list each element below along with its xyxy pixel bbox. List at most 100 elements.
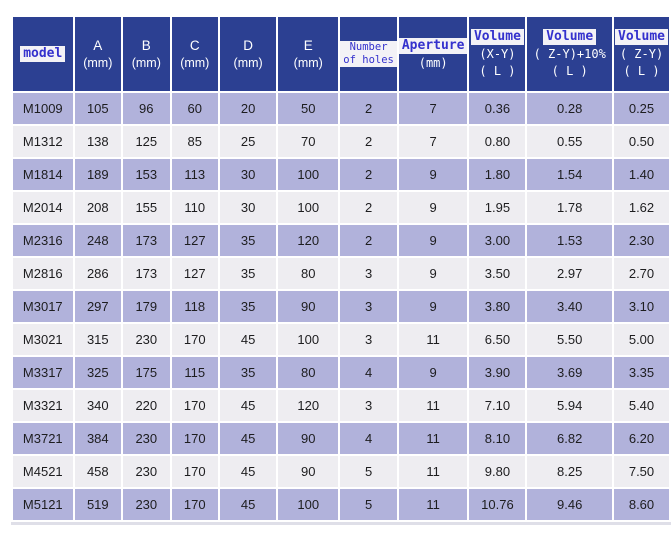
model-cell: M2014 — [13, 192, 73, 223]
value-cell: 3.90 — [469, 357, 526, 388]
table-row: M1009 105 96 60 20 50 2 7 0.36 0.28 0.25 — [13, 93, 669, 124]
model-cell: M2816 — [13, 258, 73, 289]
value-cell: 113 — [171, 159, 219, 190]
value-cell: 35 — [220, 291, 277, 322]
value-cell: 9.46 — [527, 489, 613, 520]
header-line: Volume — [618, 29, 665, 44]
value-cell: 0.25 — [614, 93, 669, 124]
header-cell-content: B (mm) — [123, 17, 169, 91]
value-cell: 0.28 — [527, 93, 613, 124]
value-cell: 45 — [220, 489, 277, 520]
value-cell: 4 — [340, 423, 397, 454]
model-cell: M2316 — [13, 225, 73, 256]
value-cell: 90 — [278, 456, 339, 487]
model-cell: M4521 — [13, 456, 73, 487]
model-cell: M1009 — [13, 93, 73, 124]
value-cell: 1.54 — [527, 159, 613, 190]
value-cell: 3 — [340, 291, 397, 322]
value-cell: 6.82 — [527, 423, 613, 454]
value-cell: 60 — [171, 93, 219, 124]
value-cell: 519 — [74, 489, 122, 520]
value-cell: 45 — [220, 423, 277, 454]
header-line: of holes — [343, 54, 394, 66]
header-line: (mm) — [418, 55, 448, 70]
value-cell: 5.50 — [527, 324, 613, 355]
value-cell: 3 — [340, 390, 397, 421]
value-cell: 9.80 — [469, 456, 526, 487]
value-cell: 286 — [74, 258, 122, 289]
header-line: E — [303, 37, 313, 53]
value-cell: 100 — [278, 192, 339, 223]
header-line: (mm) — [83, 55, 113, 70]
header-cell-content: D (mm) — [220, 17, 276, 91]
table-header: model A (mm) B (mm) C (mm) D (mm) E (mm) Number of h… — [13, 17, 669, 91]
value-cell: 11 — [398, 324, 468, 355]
value-cell: 2 — [340, 93, 397, 124]
table-row: M5121 519 230 170 45 100 5 11 10.76 9.46 8.60 — [13, 489, 669, 520]
value-cell: 3.40 — [527, 291, 613, 322]
header-line: ( L ) — [479, 64, 516, 78]
value-cell: 25 — [220, 126, 277, 157]
header-row: model A (mm) B (mm) C (mm) D (mm) E (mm) Number of h… — [13, 17, 669, 91]
value-cell: 120 — [278, 225, 339, 256]
value-cell: 7 — [398, 93, 468, 124]
value-cell: 118 — [171, 291, 219, 322]
column-header-b-mm: B (mm) — [123, 17, 170, 91]
header-line: Volume — [473, 29, 521, 44]
value-cell: 5.40 — [614, 390, 669, 421]
value-cell: 30 — [220, 192, 277, 223]
value-cell: 1.95 — [469, 192, 526, 223]
value-cell: 7 — [398, 126, 468, 157]
value-cell: 9 — [398, 192, 468, 223]
value-cell: 230 — [123, 423, 170, 454]
table-row: M3321 340 220 170 45 120 3 11 7.10 5.94 5.40 — [13, 390, 669, 421]
spec-table-container: model A (mm) B (mm) C (mm) D (mm) E (mm) Number of h… — [11, 15, 671, 522]
value-cell: 325 — [74, 357, 122, 388]
model-cell: M3017 — [13, 291, 73, 322]
value-cell: 384 — [74, 423, 122, 454]
value-cell: 170 — [171, 456, 219, 487]
header-line: Aperture — [401, 37, 465, 53]
column-header-volume-z-y: Volume ( Z-Y) ( L ) — [614, 17, 669, 91]
highlighted-header-text: Volume — [470, 29, 524, 45]
value-cell: 6.20 — [614, 423, 669, 454]
value-cell: 3.50 — [469, 258, 526, 289]
value-cell: 5.00 — [614, 324, 669, 355]
spec-table: model A (mm) B (mm) C (mm) D (mm) E (mm) Number of h… — [11, 15, 671, 522]
value-cell: 9 — [398, 225, 468, 256]
value-cell: 153 — [123, 159, 170, 190]
value-cell: 9 — [398, 159, 468, 190]
value-cell: 2.30 — [614, 225, 669, 256]
value-cell: 10.76 — [469, 489, 526, 520]
value-cell: 175 — [123, 357, 170, 388]
value-cell: 170 — [171, 390, 219, 421]
model-cell: M3021 — [13, 324, 73, 355]
header-line: D — [243, 37, 253, 53]
value-cell: 189 — [74, 159, 122, 190]
value-cell: 3.80 — [469, 291, 526, 322]
value-cell: 7.50 — [614, 456, 669, 487]
value-cell: 11 — [398, 423, 468, 454]
value-cell: 248 — [74, 225, 122, 256]
value-cell: 179 — [123, 291, 170, 322]
highlighted-header-text: model — [20, 46, 66, 62]
value-cell: 5 — [340, 456, 397, 487]
highlighted-header-text: Aperture — [398, 37, 468, 54]
value-cell: 2.70 — [614, 258, 669, 289]
header-line: B — [141, 37, 151, 53]
header-line: Number — [349, 41, 388, 53]
value-cell: 8.10 — [469, 423, 526, 454]
model-cell: M1814 — [13, 159, 73, 190]
value-cell: 2 — [340, 225, 397, 256]
value-cell: 170 — [171, 489, 219, 520]
value-cell: 0.80 — [469, 126, 526, 157]
header-line: A — [93, 37, 103, 53]
value-cell: 0.55 — [527, 126, 613, 157]
header-line: (X-Y) — [479, 47, 516, 61]
value-cell: 100 — [278, 159, 339, 190]
value-cell: 80 — [278, 258, 339, 289]
table-row: M3721 384 230 170 45 90 4 11 8.10 6.82 6.20 — [13, 423, 669, 454]
value-cell: 11 — [398, 489, 468, 520]
column-header-number-of-holes: Number of holes — [340, 17, 397, 91]
table-body: M1009 105 96 60 20 50 2 7 0.36 0.28 0.25 M1312 138 12… — [13, 93, 669, 520]
